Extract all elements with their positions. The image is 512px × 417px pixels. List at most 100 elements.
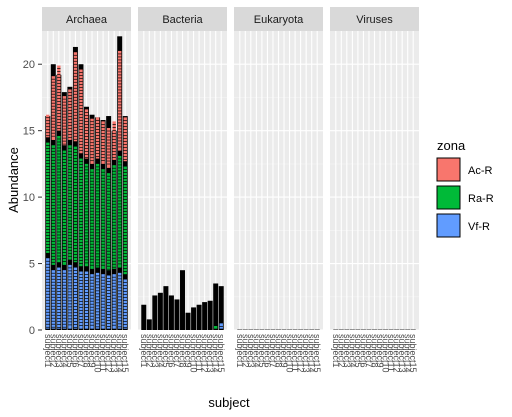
y-tick-label: 0 — [29, 325, 35, 337]
bar-total — [196, 304, 202, 330]
segment-vf-r — [73, 267, 78, 329]
x-tick-label: subject9 — [183, 334, 193, 368]
segment-ac-r — [106, 128, 111, 168]
x-tick-label: subject13 — [301, 334, 311, 373]
bar-total — [157, 292, 163, 330]
x-tick-label: subject12 — [200, 334, 210, 373]
segment-ac-r — [112, 121, 116, 160]
x-tick-label: subject12 — [392, 334, 402, 373]
x-tick-label: subject8 — [370, 334, 380, 368]
facet-strip-label: Archaea — [66, 14, 108, 26]
legend-label: Ac-R — [468, 165, 493, 177]
x-tick-label: subject12 — [296, 334, 306, 373]
x-tick-label: subject10 — [285, 334, 295, 373]
bar-total — [185, 312, 191, 330]
x-tick-label: subject15 — [216, 334, 226, 373]
bar-archaea-1 — [45, 114, 51, 330]
bar-archaea-3 — [56, 65, 62, 330]
bar-total — [191, 307, 197, 330]
bar-archaea-10 — [95, 117, 101, 330]
bar-bacteria-14 — [213, 283, 219, 330]
segment-ra-r — [95, 163, 100, 268]
x-tick-label: subject3 — [246, 334, 256, 368]
x-tick-label: subject3 — [54, 334, 64, 368]
bar-total — [141, 304, 147, 330]
x-tick-label: subject14 — [211, 334, 221, 373]
bar-total — [146, 319, 152, 330]
bar-bacteria-7 — [174, 299, 180, 330]
facet-strip — [330, 7, 419, 31]
bar-archaea-12 — [106, 116, 112, 330]
x-tick-label: subject11 — [386, 334, 396, 372]
bar-total — [163, 286, 169, 330]
bar-archaea-14 — [117, 36, 123, 331]
segment-ra-r — [106, 173, 111, 271]
x-tick-label: subject2 — [336, 334, 346, 368]
bar-archaea-8 — [84, 106, 89, 330]
segment-vf-r — [106, 275, 111, 329]
bar-bacteria-10 — [191, 307, 197, 330]
segment-ac-r — [84, 109, 89, 159]
segment-vf-r — [118, 272, 122, 329]
segment-ac-r — [118, 50, 122, 151]
y-tick-label: 15 — [23, 126, 35, 138]
segment-ac-r — [90, 118, 94, 164]
segment-ra-r — [214, 326, 218, 329]
bar-bacteria-2 — [146, 319, 152, 330]
segment-vf-r — [51, 270, 55, 329]
x-tick-label: subject11 — [290, 334, 300, 372]
bar-bacteria-5 — [163, 286, 169, 330]
y-tick-label: 20 — [23, 59, 35, 71]
segment-vf-r — [62, 270, 67, 329]
bar-bacteria-9 — [185, 312, 191, 330]
legend-key-vf-r — [436, 213, 461, 238]
facet-strip — [138, 7, 227, 31]
x-tick-label: subject9 — [279, 334, 289, 368]
legend-title: zona — [437, 138, 466, 153]
bar-bacteria-12 — [202, 302, 208, 330]
bar-archaea-13 — [111, 121, 117, 330]
bar-bacteria-15 — [218, 286, 224, 330]
segment-vf-r — [79, 271, 83, 329]
x-axis-title: subject — [208, 395, 250, 410]
x-tick-label: subject11 — [194, 334, 204, 372]
facet-strip-label: Eukaryota — [254, 14, 304, 26]
x-tick-label: subject13 — [205, 334, 215, 373]
legend-label: Ra-R — [468, 193, 494, 205]
segment-vf-r — [84, 271, 89, 329]
x-tick-label: subject10 — [381, 334, 391, 373]
segment-ac-r — [73, 52, 78, 142]
bar-total — [180, 270, 185, 330]
segment-vf-r — [123, 279, 127, 329]
segment-ac-r — [123, 117, 127, 162]
x-tick-label: subject15 — [120, 334, 130, 373]
bar-total — [152, 295, 158, 330]
facet-panel-viruses: Virusessubject1subject2subject3subject4s… — [330, 7, 419, 373]
x-tick-label: subject6 — [166, 334, 176, 368]
x-tick-label: subject8 — [178, 334, 188, 368]
legend-key-ra-r — [436, 185, 461, 210]
facet-panels: Archaeasubject1subject2subject3subject4s… — [42, 7, 419, 373]
x-tick-label: subject15 — [312, 334, 322, 373]
bar-archaea-2 — [50, 64, 56, 330]
x-tick-label: subject7 — [172, 334, 182, 368]
x-tick-label: subject1 — [139, 334, 149, 368]
x-tick-label: subject6 — [70, 334, 80, 368]
bar-total — [218, 286, 224, 330]
x-tick-label: subject9 — [375, 334, 385, 368]
bar-total — [174, 299, 180, 330]
x-tick-label: subject3 — [150, 334, 160, 368]
x-tick-label: subject10 — [189, 334, 199, 373]
x-tick-label: subject1 — [235, 334, 245, 368]
y-tick-label: 10 — [23, 192, 35, 204]
facet-panel-eukaryota: Eukaryotasubject1subject2subject3subject… — [234, 7, 323, 373]
x-tick-label: subject2 — [48, 334, 58, 368]
x-tick-label: subject13 — [397, 334, 407, 373]
x-tick-label: subject13 — [109, 334, 119, 373]
segment-vf-r — [95, 272, 100, 329]
x-tick-label: subject2 — [144, 334, 154, 368]
x-tick-label: subject4 — [251, 334, 261, 368]
x-tick-label: subject1 — [43, 334, 53, 368]
